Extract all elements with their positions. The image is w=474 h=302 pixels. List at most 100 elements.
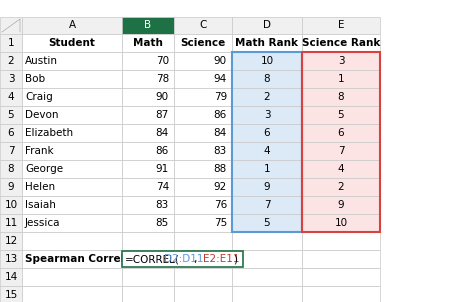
Bar	[302, 52, 380, 232]
Bar	[22, 17, 122, 34]
Text: 90: 90	[214, 56, 227, 66]
Text: 83: 83	[214, 146, 227, 156]
Bar	[232, 142, 302, 160]
Bar	[232, 34, 302, 52]
Bar	[302, 286, 380, 302]
Text: 92: 92	[214, 182, 227, 192]
Text: E: E	[338, 21, 344, 31]
Bar	[174, 268, 232, 286]
Bar	[122, 250, 174, 268]
Text: 12: 12	[4, 236, 18, 246]
Text: 3: 3	[264, 110, 270, 120]
Bar	[122, 52, 174, 70]
Text: 8: 8	[264, 74, 270, 84]
Text: 9: 9	[8, 182, 14, 192]
Text: 14: 14	[4, 272, 18, 282]
Bar	[0, 214, 22, 232]
Bar	[122, 160, 174, 178]
Bar	[122, 142, 174, 160]
Text: D2:D11: D2:D11	[164, 254, 204, 264]
Text: 5: 5	[264, 218, 270, 228]
Text: Jessica: Jessica	[25, 218, 61, 228]
Text: 10: 10	[335, 218, 347, 228]
Bar	[122, 214, 174, 232]
Text: George: George	[25, 164, 63, 174]
Text: 4: 4	[8, 92, 14, 102]
Bar	[174, 34, 232, 52]
Bar	[122, 232, 174, 250]
Text: Frank: Frank	[25, 146, 54, 156]
Text: Devon: Devon	[25, 110, 58, 120]
Text: Math: Math	[133, 38, 163, 48]
Bar	[302, 196, 380, 214]
Bar	[302, 106, 380, 124]
Bar	[122, 251, 243, 267]
Bar	[174, 214, 232, 232]
Bar	[174, 232, 232, 250]
Bar	[0, 52, 22, 70]
Bar	[232, 268, 302, 286]
Text: Elizabeth: Elizabeth	[25, 128, 73, 138]
Text: 88: 88	[214, 164, 227, 174]
Text: 9: 9	[264, 182, 270, 192]
Text: 4: 4	[264, 146, 270, 156]
Text: B: B	[145, 21, 152, 31]
Bar	[22, 34, 122, 52]
Bar	[174, 124, 232, 142]
Bar	[302, 34, 380, 52]
Text: 3: 3	[8, 74, 14, 84]
Bar	[122, 106, 174, 124]
Bar	[302, 17, 380, 34]
Bar	[302, 70, 380, 88]
Text: D: D	[263, 21, 271, 31]
Bar	[0, 142, 22, 160]
Bar	[0, 250, 22, 268]
Text: 85: 85	[156, 218, 169, 228]
Bar	[302, 124, 380, 142]
Bar	[22, 142, 122, 160]
Bar	[302, 142, 380, 160]
Bar	[0, 196, 22, 214]
Bar	[174, 52, 232, 70]
Bar	[122, 268, 174, 286]
Text: 7: 7	[337, 146, 344, 156]
Bar	[22, 232, 122, 250]
Bar	[22, 286, 122, 302]
Text: 1: 1	[8, 38, 14, 48]
Bar	[174, 70, 232, 88]
Text: 79: 79	[214, 92, 227, 102]
Text: Science: Science	[181, 38, 226, 48]
Bar	[122, 34, 174, 52]
Text: A: A	[68, 21, 75, 31]
Bar	[22, 214, 122, 232]
Text: 15: 15	[4, 290, 18, 300]
Bar	[0, 286, 22, 302]
Bar	[22, 160, 122, 178]
Text: 2: 2	[337, 182, 344, 192]
Bar	[232, 160, 302, 178]
Bar	[0, 88, 22, 106]
Text: C: C	[199, 21, 207, 31]
Bar	[122, 17, 174, 34]
Bar	[0, 232, 22, 250]
Text: =CORREL(: =CORREL(	[125, 254, 180, 264]
Text: 91: 91	[156, 164, 169, 174]
Bar	[174, 286, 232, 302]
Text: 11: 11	[4, 218, 18, 228]
Text: 2: 2	[8, 56, 14, 66]
Bar	[122, 88, 174, 106]
Text: 5: 5	[8, 110, 14, 120]
Bar	[0, 70, 22, 88]
Text: Science Rank: Science Rank	[302, 38, 380, 48]
Bar	[232, 232, 302, 250]
Text: 86: 86	[214, 110, 227, 120]
Bar	[302, 268, 380, 286]
Bar	[232, 178, 302, 196]
Text: 90: 90	[156, 92, 169, 102]
Text: 70: 70	[156, 56, 169, 66]
Bar	[232, 70, 302, 88]
Text: 3: 3	[337, 56, 344, 66]
Text: 8: 8	[8, 164, 14, 174]
Text: Student: Student	[48, 38, 95, 48]
Bar	[22, 250, 122, 268]
